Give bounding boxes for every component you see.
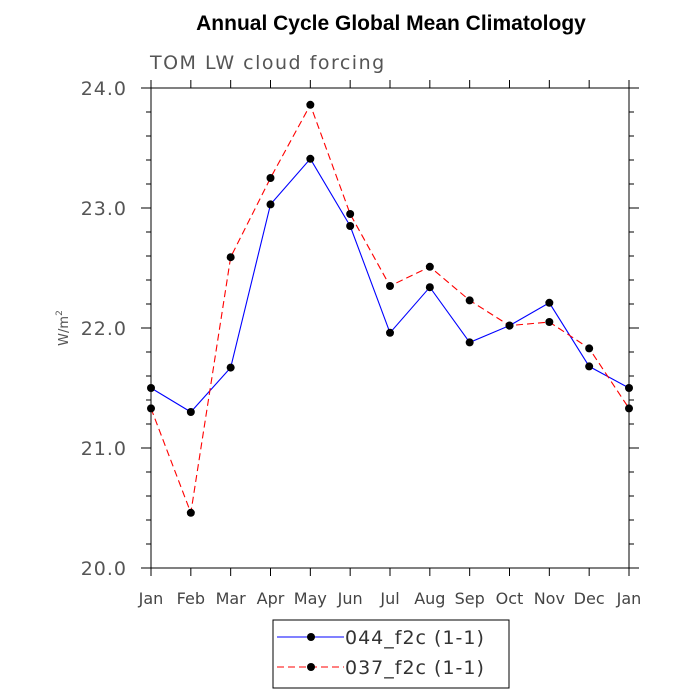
data-point (425, 283, 434, 292)
x-tick-label: Feb (177, 589, 205, 608)
x-tick-label: Jun (337, 589, 363, 608)
legend: 044_f2c (1-1) 037_f2c (1-1) (272, 619, 510, 689)
plot-border (150, 87, 630, 569)
y-tick-label: 22.0 (81, 318, 127, 340)
data-point (465, 296, 474, 305)
data-point (585, 344, 594, 353)
data-point (625, 384, 633, 392)
data-point (226, 363, 235, 372)
data-point (545, 298, 554, 307)
data-point (147, 384, 155, 392)
data-point (585, 362, 594, 371)
x-tick-labels: Jan Feb Mar Apr May Jun Jul Aug Sep Oct Nov Dec Jan (138, 589, 642, 608)
axis-ticks (141, 80, 639, 576)
legend-label: 044_f2c (1-1) (345, 627, 485, 649)
y-tick-label: 24.0 (81, 78, 127, 100)
data-point (545, 318, 554, 326)
y-axis-label-unit: W/m (57, 316, 72, 346)
x-tick-label: Aug (414, 589, 445, 608)
x-tick-label: Jul (379, 589, 399, 608)
x-tick-label: Sep (455, 589, 485, 608)
y-tick-labels: 20.0 21.0 22.0 23.0 24.0 (81, 78, 127, 580)
y-axis-label-superscript: 2 (55, 310, 65, 316)
data-point (306, 100, 315, 109)
y-tick-label: 21.0 (81, 438, 127, 460)
y-tick-label: 20.0 (81, 558, 127, 580)
data-point (386, 282, 394, 290)
legend-item: 037_f2c (1-1) (277, 657, 485, 679)
chart-title: Annual Cycle Global Mean Climatology (196, 12, 586, 35)
data-point (186, 508, 195, 517)
data-point (346, 222, 355, 230)
y-axis-label: W/m2 (55, 310, 72, 346)
x-tick-label: Nov (534, 589, 565, 608)
data-point (306, 154, 315, 163)
legend-label: 037_f2c (1-1) (345, 657, 485, 679)
y-tick-label: 23.0 (81, 198, 127, 220)
x-tick-label: Apr (257, 589, 285, 608)
x-tick-label: Mar (216, 589, 247, 608)
data-point (266, 200, 275, 209)
legend-marker (307, 663, 315, 671)
data-point (625, 404, 633, 413)
data-point (186, 408, 195, 416)
x-tick-label: Jan (138, 589, 164, 608)
data-point (425, 262, 434, 271)
data-point (266, 174, 275, 182)
x-tick-label: Oct (496, 589, 524, 608)
data-point (465, 338, 474, 347)
plot-frame (150, 87, 630, 569)
legend-item: 044_f2c (1-1) (277, 627, 485, 649)
series-layer (147, 100, 633, 517)
x-tick-label: May (294, 589, 327, 608)
legend-marker (307, 633, 315, 641)
series-2 (147, 100, 633, 517)
legend-items: 044_f2c (1-1) 037_f2c (1-1) (277, 627, 485, 679)
x-tick-label: Jan (616, 589, 642, 608)
data-point (147, 404, 155, 413)
data-point (505, 321, 514, 330)
x-tick-label: Dec (574, 589, 605, 608)
data-point (386, 328, 394, 337)
series-line (150, 103, 630, 515)
legend-box (272, 619, 510, 689)
data-point (226, 253, 235, 262)
data-point (346, 210, 355, 218)
chart-subtitle: TOM LW cloud forcing (149, 52, 386, 74)
